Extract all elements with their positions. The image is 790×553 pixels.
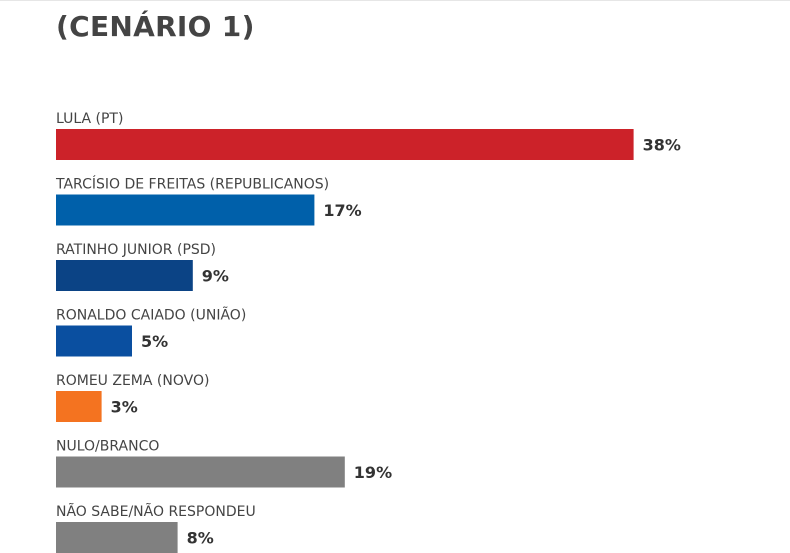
category-label: ROMEU ZEMA (NOVO) [56,373,209,389]
value-label: 9% [202,267,229,286]
category-label: LULA (PT) [56,111,123,127]
bar [56,194,315,226]
value-label: 8% [187,529,214,548]
value-label: 5% [141,332,168,351]
top-divider [0,0,790,1]
value-label: 3% [111,398,138,417]
bar [56,260,193,291]
chart-title: (CENÁRIO 1) [56,10,255,43]
bar [56,129,634,160]
bar [56,456,345,488]
bar [56,325,132,357]
category-label: RONALDO CAIADO (UNIÃO) [56,307,246,324]
category-label: NULO/BRANCO [56,439,159,455]
category-label: NÃO SABE/NÃO RESPONDEU [56,503,256,520]
value-label: 17% [323,201,361,220]
value-label: 19% [354,463,392,482]
category-label: TARCÍSIO DE FREITAS (REPUBLICANOS) [55,176,329,193]
value-label: 38% [643,136,681,155]
bar [56,391,102,422]
bar [56,522,178,553]
category-label: RATINHO JUNIOR (PSD) [56,242,216,258]
